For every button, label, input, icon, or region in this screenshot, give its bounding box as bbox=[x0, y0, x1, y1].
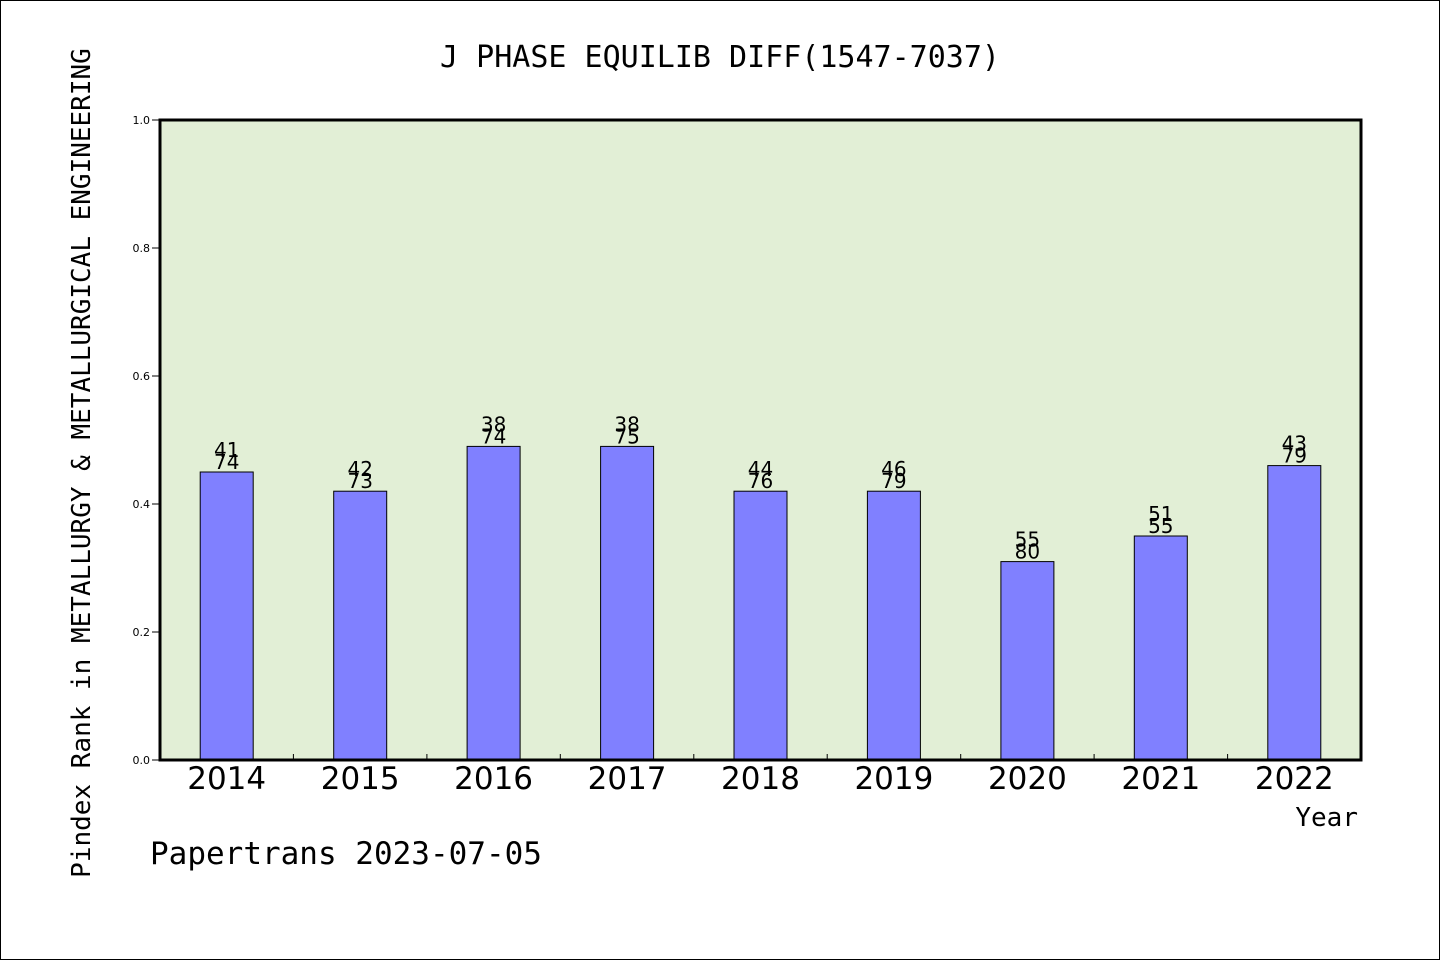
bar-label-top: 42 bbox=[347, 457, 372, 481]
x-tick-label-2021: 2021 bbox=[1121, 761, 1200, 797]
bar-2021 bbox=[1133, 535, 1188, 761]
y-tick-label: 0.6 bbox=[133, 370, 151, 383]
bar-label-bottom: 74 bbox=[214, 450, 239, 474]
x-tick-label-2022: 2022 bbox=[1255, 761, 1334, 797]
x-tick-label-2016: 2016 bbox=[454, 761, 533, 797]
bar-label-bottom: 73 bbox=[347, 469, 372, 493]
bar-2016 bbox=[466, 445, 521, 761]
bar-2017 bbox=[600, 445, 655, 761]
chart-title: J PHASE EQUILIB DIFF(1547-7037) bbox=[440, 40, 1000, 75]
bar-label-bottom: 79 bbox=[1282, 444, 1307, 468]
x-tick-label-2019: 2019 bbox=[854, 761, 933, 797]
footer-credit: Papertrans 2023-07-05 bbox=[150, 836, 542, 872]
bar-2018 bbox=[733, 490, 788, 761]
y-tick-label: 0.2 bbox=[133, 626, 151, 639]
y-tick-label: 0.8 bbox=[133, 242, 151, 255]
bar-2015 bbox=[333, 490, 388, 761]
bar-2022 bbox=[1267, 465, 1322, 761]
bar-label-bottom: 55 bbox=[1148, 514, 1173, 538]
bar-label-top: 46 bbox=[881, 457, 906, 481]
bar-label-top: 38 bbox=[614, 412, 639, 436]
bar-2020 bbox=[1000, 561, 1055, 761]
bar-label-top: 44 bbox=[748, 457, 773, 481]
bar-label-top: 55 bbox=[1015, 528, 1040, 552]
bar-label-top: 41 bbox=[214, 438, 239, 462]
x-tick-label-2015: 2015 bbox=[321, 761, 400, 797]
x-tick-label-2017: 2017 bbox=[588, 761, 667, 797]
y-tick-label: 1.0 bbox=[133, 114, 151, 127]
y-tick-label: 0.4 bbox=[133, 498, 151, 511]
y-axis-label: Pindex Rank in METALLURGY & METALLURGICA… bbox=[67, 48, 97, 878]
bar-label-top: 51 bbox=[1148, 502, 1173, 526]
bar-label-bottom: 76 bbox=[748, 469, 773, 493]
y-tick-label: 0.0 bbox=[133, 754, 151, 767]
bar-label-bottom: 80 bbox=[1015, 540, 1040, 564]
bar-label-bottom: 74 bbox=[481, 424, 506, 448]
bar-label-top: 38 bbox=[481, 412, 506, 436]
bar-label-top: 43 bbox=[1282, 432, 1307, 456]
x-tick-label-2018: 2018 bbox=[721, 761, 800, 797]
bar-2019 bbox=[866, 490, 921, 761]
x-tick-label-2020: 2020 bbox=[988, 761, 1067, 797]
bar-label-bottom: 75 bbox=[614, 424, 639, 448]
bar-label-bottom: 79 bbox=[881, 469, 906, 493]
x-axis-label: Year bbox=[1295, 803, 1358, 833]
x-tick-label-2014: 2014 bbox=[187, 761, 266, 797]
bar-2014 bbox=[199, 471, 254, 761]
plot-border bbox=[158, 118, 1363, 762]
